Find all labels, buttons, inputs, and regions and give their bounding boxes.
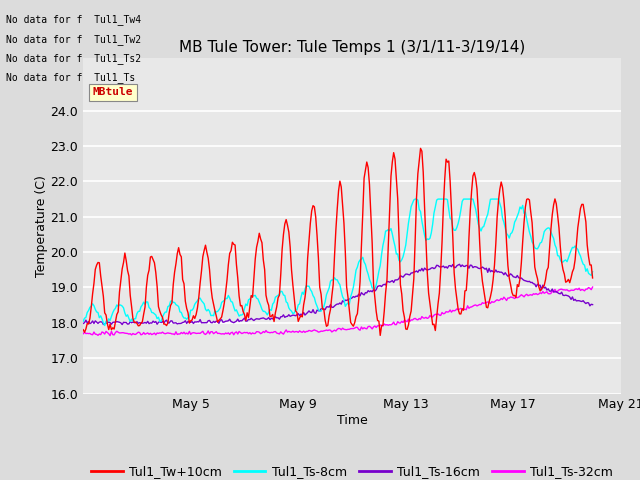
Text: MBtule: MBtule [93, 87, 133, 97]
Y-axis label: Temperature (C): Temperature (C) [35, 175, 48, 276]
Text: No data for f  Tul1_Tw4: No data for f Tul1_Tw4 [6, 14, 141, 25]
Legend: Tul1_Tw+10cm, Tul1_Ts-8cm, Tul1_Ts-16cm, Tul1_Ts-32cm: Tul1_Tw+10cm, Tul1_Ts-8cm, Tul1_Ts-16cm,… [86, 460, 618, 480]
Text: No data for f  Tul1_Ts2: No data for f Tul1_Ts2 [6, 53, 141, 64]
X-axis label: Time: Time [337, 414, 367, 427]
Text: No data for f  Tul1_Ts: No data for f Tul1_Ts [6, 72, 136, 83]
Title: MB Tule Tower: Tule Temps 1 (3/1/11-3/19/14): MB Tule Tower: Tule Temps 1 (3/1/11-3/19… [179, 40, 525, 55]
Text: No data for f  Tul1_Tw2: No data for f Tul1_Tw2 [6, 34, 141, 45]
